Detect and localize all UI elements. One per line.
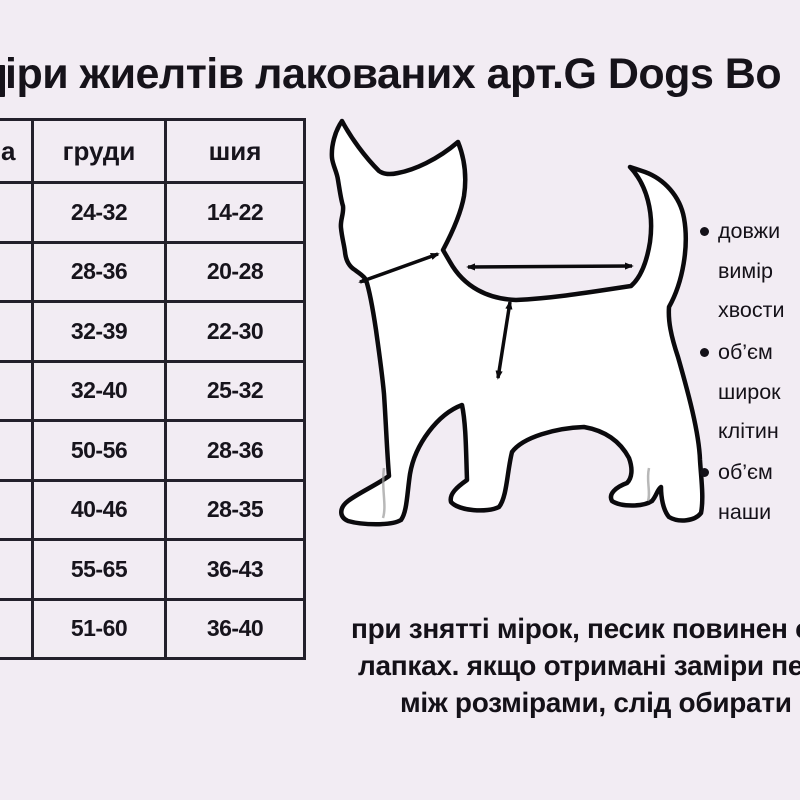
table-cell: 50-56 [34, 422, 167, 482]
note-line: широк [718, 379, 781, 404]
table-cell: 28-35 [167, 481, 306, 541]
page-title: іри жиелтів лакованих арт.G Dogs Bo [5, 50, 782, 98]
table-header-chest: груди [34, 121, 167, 184]
table-cell: 20-28 [167, 243, 306, 303]
neck-girth-arrow [358, 252, 440, 284]
note-line: клітин [718, 419, 779, 443]
note-line: об’єм [718, 340, 773, 364]
chest-depth-arrow [495, 300, 513, 380]
bullet-icon [700, 348, 709, 357]
table-cell [0, 362, 34, 422]
title-clipped-letter [0, 65, 5, 97]
table-header-weight: а [0, 121, 34, 184]
table-cell [0, 303, 34, 363]
note-line: наши [718, 499, 772, 524]
footer-note-line: при знятті мірок, песик повинен с [351, 613, 800, 644]
table-cell [0, 600, 34, 660]
bullet-icon [700, 227, 709, 236]
note-chest-girth: об’єм широк клітин [700, 333, 800, 452]
footer-note-line: лапках. якщо отримані заміри пе [358, 650, 800, 681]
table-cell: 55-65 [34, 541, 167, 601]
size-table: а груди шия 24-32 14-22 28-36 20-28 32-3… [0, 118, 306, 660]
table-cell: 40-46 [34, 481, 167, 541]
table-cell: 51-60 [34, 600, 167, 660]
table-cell: 36-40 [167, 600, 306, 660]
table-cell [0, 541, 34, 601]
back-length-arrow [466, 262, 634, 271]
table-cell: 28-36 [34, 243, 167, 303]
note-back-length: довжи вимір хвости [700, 212, 800, 331]
table-header-neck: шия [167, 121, 306, 184]
table-cell [0, 481, 34, 541]
table-cell [0, 422, 34, 482]
front-paw-shading [381, 467, 386, 519]
table-cell: 25-32 [167, 362, 306, 422]
bullet-icon [700, 468, 709, 477]
table-cell [0, 184, 34, 244]
note-neck-girth: об’єм наши [700, 453, 800, 532]
table-cell: 24-32 [34, 184, 167, 244]
table-cell: 32-39 [34, 303, 167, 363]
hind-paw-shading [646, 467, 651, 502]
note-line: довжи [718, 219, 781, 243]
note-line: вимір [718, 258, 773, 283]
table-cell: 28-36 [167, 422, 306, 482]
table-cell: 36-43 [167, 541, 306, 601]
dog-outline [329, 118, 705, 527]
footer-note-line: між розмірами, слід обирати б [400, 687, 800, 718]
table-cell: 22-30 [167, 303, 306, 363]
table-cell [0, 243, 34, 303]
table-cell: 32-40 [34, 362, 167, 422]
table-cell: 14-22 [167, 184, 306, 244]
note-line: об’єм [718, 460, 773, 484]
note-line: хвости [718, 298, 785, 322]
